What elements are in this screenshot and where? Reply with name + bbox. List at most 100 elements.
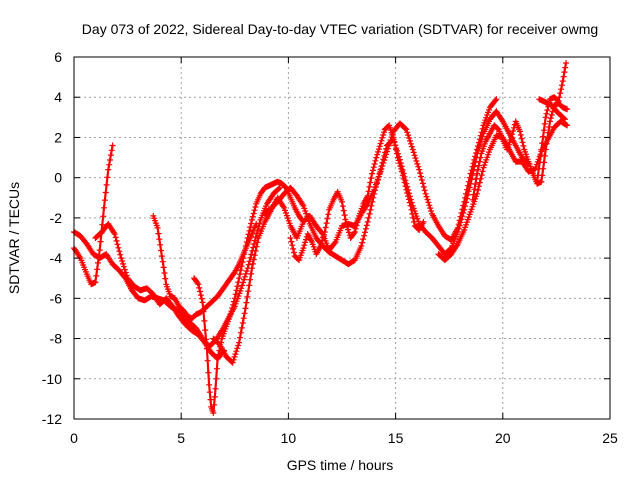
- data-point: [246, 227, 253, 234]
- y-tick-label: 6: [54, 49, 62, 65]
- data-point: [368, 202, 375, 209]
- data-point: [319, 237, 326, 244]
- data-point: [557, 90, 564, 97]
- data-point: [419, 180, 426, 187]
- data-point: [351, 230, 357, 237]
- data-point: [325, 211, 332, 218]
- data-point: [238, 263, 245, 270]
- data-point: [234, 283, 241, 290]
- data-point: [403, 126, 410, 133]
- data-point: [423, 193, 430, 200]
- data-point: [229, 305, 236, 311]
- x-tick-label: 5: [177, 430, 185, 446]
- data-point: [420, 218, 427, 225]
- data-point: [541, 120, 548, 127]
- data-point: [470, 167, 477, 174]
- plot-frame: [73, 56, 611, 420]
- data-point: [243, 268, 250, 274]
- data-point: [211, 393, 218, 400]
- data-point: [379, 159, 386, 166]
- data-point: [520, 142, 527, 149]
- data-point: [249, 213, 256, 220]
- data-point: [562, 64, 569, 71]
- data-point: [377, 166, 384, 173]
- data-point: [400, 175, 407, 182]
- data-point: [213, 375, 220, 382]
- series-s2: [71, 142, 116, 288]
- data-point: [318, 240, 325, 247]
- data-point: [394, 154, 401, 161]
- data-point: [241, 273, 248, 280]
- data-point: [300, 245, 307, 252]
- data-point: [251, 252, 258, 259]
- data-point: [539, 140, 546, 147]
- data-point: [472, 181, 479, 188]
- data-point: [242, 247, 249, 254]
- data-point: [478, 172, 485, 179]
- y-tick-label: 2: [54, 129, 62, 145]
- data-point: [119, 258, 126, 264]
- data-point: [320, 234, 327, 241]
- data-point: [245, 288, 252, 295]
- data-point: [519, 139, 526, 146]
- data-point: [428, 208, 435, 214]
- data-point: [405, 196, 412, 203]
- data-point: [561, 115, 568, 122]
- data-point: [203, 345, 210, 352]
- data-point: [403, 186, 410, 193]
- data-point: [253, 220, 260, 227]
- data-point: [252, 204, 259, 210]
- data-point: [118, 255, 125, 262]
- data-point: [538, 146, 545, 153]
- data-point: [107, 152, 114, 159]
- data-point: [157, 241, 164, 248]
- data-point: [383, 145, 390, 152]
- data-point: [364, 218, 371, 225]
- data-point: [301, 242, 308, 249]
- data-point: [425, 199, 432, 206]
- data-point: [230, 301, 237, 308]
- data-point: [237, 329, 244, 336]
- y-tick-label: 0: [54, 170, 62, 186]
- data-point: [243, 299, 250, 306]
- data-point: [321, 229, 328, 235]
- data-point: [544, 135, 551, 142]
- series-trace: [73, 145, 114, 286]
- data-point: [355, 216, 362, 223]
- data-point: [395, 157, 402, 164]
- data-point: [411, 218, 417, 225]
- data-point: [545, 129, 552, 136]
- data-point: [236, 339, 243, 346]
- data-point: [382, 149, 389, 156]
- data-point: [421, 187, 428, 194]
- data-point: [396, 160, 403, 167]
- data-point: [109, 142, 116, 149]
- data-point: [342, 216, 349, 223]
- data-point: [233, 348, 240, 355]
- data-point: [205, 369, 212, 376]
- data-point: [354, 219, 361, 226]
- data-point: [548, 111, 555, 118]
- data-point: [99, 221, 106, 228]
- data-point: [404, 129, 411, 136]
- data-point: [426, 202, 433, 209]
- data-point: [252, 247, 259, 254]
- data-point: [537, 152, 544, 159]
- data-point: [245, 231, 252, 238]
- data-point: [457, 219, 464, 226]
- series-s12: [536, 96, 568, 123]
- data-point: [231, 353, 238, 360]
- data-point: [244, 235, 251, 241]
- data-point: [459, 213, 466, 220]
- data-point: [375, 146, 382, 153]
- data-point: [559, 78, 566, 85]
- y-tick-labels: -12 -10 -8 -6 -4 -2 0 2 4 6: [42, 49, 62, 427]
- x-tick-label: 15: [388, 430, 404, 446]
- data-point: [454, 229, 461, 235]
- data-point: [155, 230, 162, 237]
- data-point: [122, 269, 129, 276]
- data-point: [474, 190, 481, 197]
- data-point: [248, 251, 255, 258]
- data-point: [106, 161, 113, 168]
- data-point: [231, 295, 238, 302]
